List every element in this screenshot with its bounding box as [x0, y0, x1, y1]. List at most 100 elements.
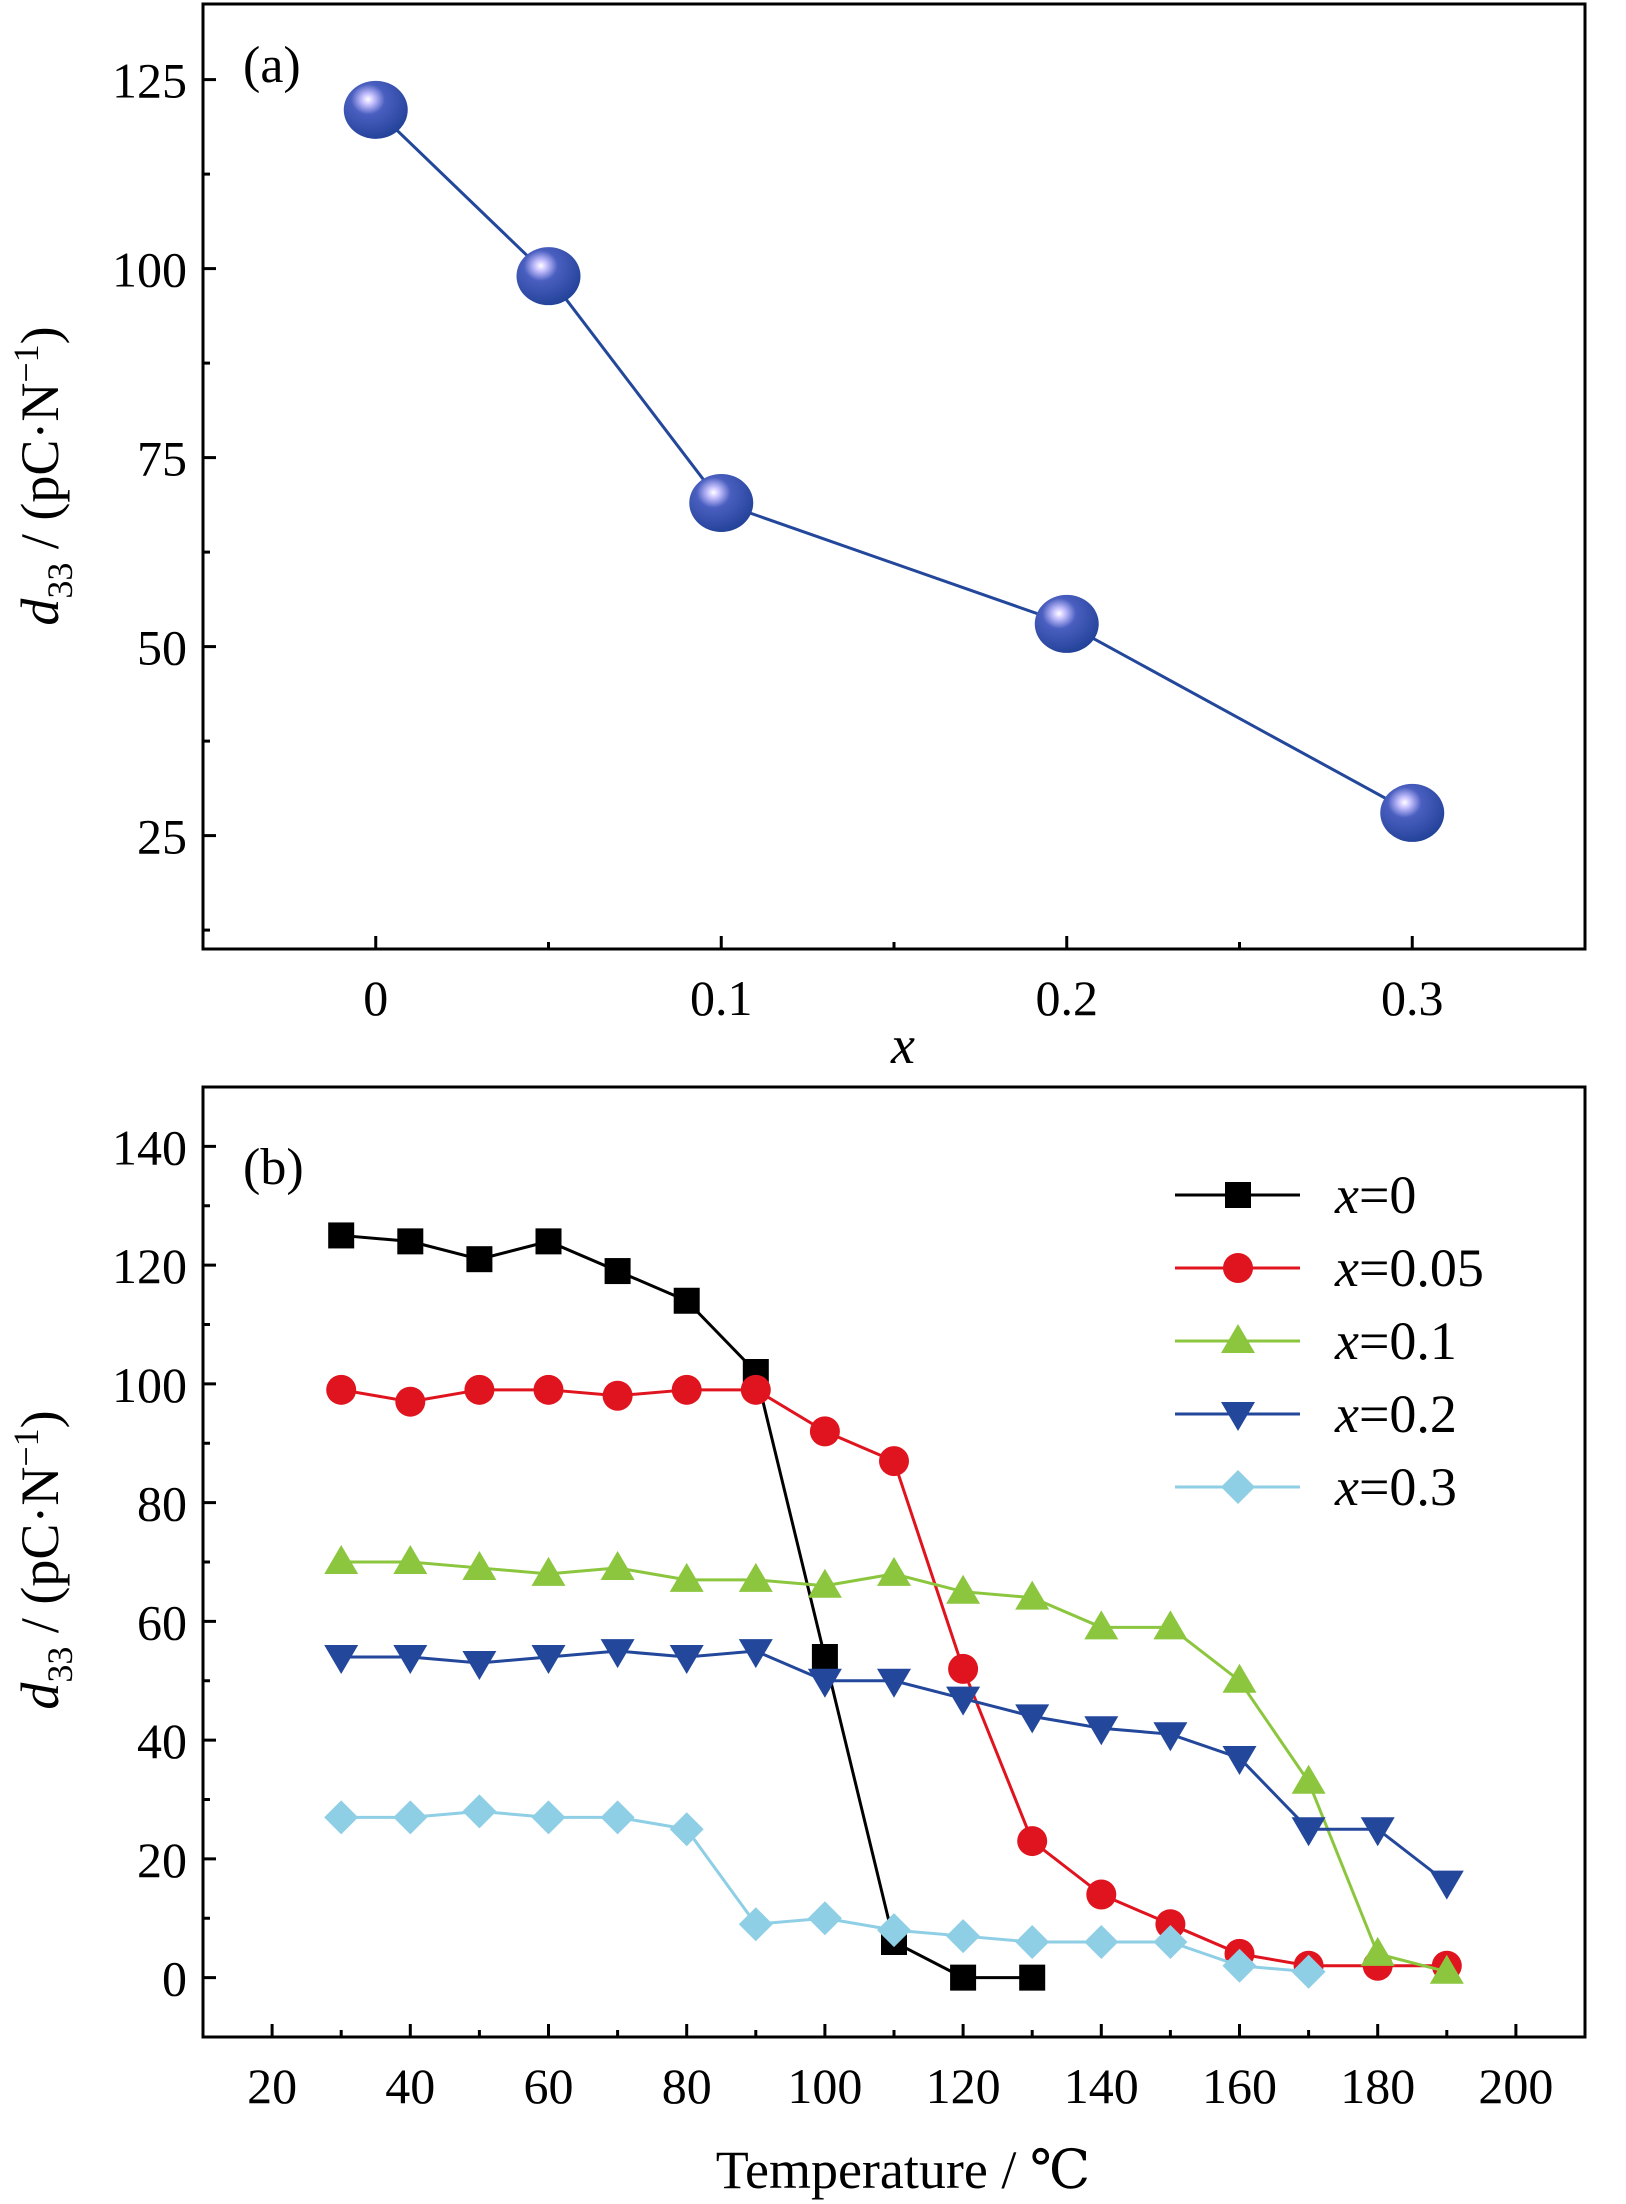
data-point [1153, 1610, 1188, 1640]
data-point [1222, 1745, 1257, 1775]
y-tick-label: 80 [137, 1476, 187, 1532]
legend-label: x=0.3 [1334, 1457, 1457, 1517]
panel-a: 25 50 75 100 125 0 0.1 0.2 0.3 (a) x d33 / (pC·… [6, 2, 1587, 1075]
data-point [946, 1919, 981, 1954]
data-point [462, 1550, 497, 1580]
y-tick-label: 125 [112, 53, 187, 109]
data-point [809, 1416, 840, 1447]
data-point [946, 1574, 981, 1604]
y-tick-label: 50 [137, 620, 187, 676]
data-point [950, 1964, 977, 1991]
data-point [397, 1228, 424, 1255]
x-tick-label: 200 [1478, 2058, 1553, 2114]
panel-a-x-ticks: 0 0.1 0.2 0.3 [363, 936, 1444, 1026]
y-tick-label: 140 [112, 1119, 187, 1175]
panel-b-label: (b) [243, 1139, 304, 1196]
legend-label: x=0 [1334, 1165, 1416, 1225]
panel-b-x-ticks: 20 40 60 80 100 120 140 160 180 200 [247, 2024, 1553, 2114]
legend-item: x=0.2 [1175, 1384, 1457, 1444]
data-point [807, 1901, 842, 1936]
data-point [879, 1446, 909, 1477]
legend-marker [1221, 1470, 1255, 1504]
data-point [535, 1228, 562, 1255]
data-point [1015, 1925, 1050, 1959]
data-point [393, 1545, 428, 1574]
legend-label: x=0.05 [1334, 1238, 1484, 1298]
data-point [807, 1668, 842, 1698]
data-point [531, 1800, 566, 1835]
data-point [395, 1386, 426, 1417]
x-tick-label: 0.2 [1036, 970, 1099, 1026]
data-point [1222, 1663, 1257, 1693]
legend-item: x=0.05 [1175, 1238, 1484, 1298]
data-point [948, 1653, 979, 1684]
data-point [811, 1644, 838, 1670]
panel-a-y-ticks: 25 50 75 100 125 [112, 53, 216, 932]
data-point [671, 1374, 702, 1405]
y-tick-label: 0 [162, 1951, 187, 2007]
panel-b: 0 20 40 60 80 100 120 140 20 40 60 80 100 120 140 160 1… [6, 1085, 1587, 2200]
data-point [1222, 1948, 1257, 1983]
panel-a-x-axis-label: x [890, 1015, 915, 1075]
y-tick-label: 100 [112, 242, 187, 298]
data-point [328, 1222, 355, 1249]
x-tick-label: 140 [1064, 2058, 1139, 2114]
data-point [1015, 1704, 1050, 1734]
data-point [462, 1650, 497, 1680]
data-point [1291, 1817, 1326, 1847]
x-tick-label: 0 [363, 970, 388, 1026]
series-line [341, 1233, 1033, 1980]
x-tick-label: 100 [787, 2058, 862, 2114]
series-3 [324, 1639, 1464, 1900]
data-point [1291, 1954, 1326, 1989]
data-point [604, 1258, 631, 1285]
x-tick-label: 0.1 [690, 970, 753, 1026]
data-point [669, 1812, 704, 1847]
y-tick-label: 60 [137, 1594, 187, 1650]
legend-item: x=0 [1175, 1165, 1416, 1225]
legend-label: x=0.1 [1334, 1311, 1457, 1371]
y-tick-label: 25 [137, 809, 187, 865]
data-point [877, 1668, 911, 1698]
data-point [689, 473, 754, 532]
panel-b-series [324, 1222, 1464, 1991]
data-point [516, 247, 581, 306]
data-point [462, 1794, 497, 1829]
data-point [533, 1374, 564, 1405]
legend-marker [1221, 1402, 1255, 1431]
data-point [1015, 1580, 1050, 1610]
data-point [877, 1556, 911, 1586]
x-tick-label: 40 [385, 2058, 435, 2114]
data-point [1380, 783, 1445, 842]
y-tick-label: 75 [137, 431, 187, 487]
data-point [600, 1550, 635, 1580]
panel-b-legend: x=0 x=0.05 x=0.1 x=0.2 x=0.3 [1175, 1165, 1484, 1517]
data-point [1084, 1925, 1119, 1959]
data-point [464, 1374, 495, 1405]
panel-a-label: (a) [243, 37, 301, 94]
legend-marker [1225, 1182, 1251, 1208]
panel-b-x-axis-label: Temperature / ℃ [716, 2140, 1090, 2200]
data-point [393, 1800, 428, 1835]
data-point [466, 1246, 493, 1273]
x-tick-label: 20 [247, 2058, 297, 2114]
y-tick-label: 40 [137, 1713, 187, 1769]
data-point [877, 1913, 911, 1948]
data-point [1291, 1764, 1326, 1794]
data-point [669, 1645, 704, 1674]
data-point [673, 1287, 700, 1314]
data-point [738, 1907, 773, 1942]
data-point [393, 1645, 428, 1674]
data-point [738, 1639, 773, 1669]
data-point [669, 1562, 704, 1592]
panel-b-y-ticks: 0 20 40 60 80 100 120 140 [112, 1119, 216, 2007]
data-point [326, 1374, 357, 1405]
data-point [600, 1800, 635, 1835]
data-point [1084, 1610, 1119, 1640]
data-point [1153, 1722, 1188, 1752]
legend-marker [1221, 1324, 1255, 1353]
data-point [600, 1639, 635, 1669]
data-point [1019, 1964, 1046, 1991]
panel-b-y-axis-label: d33 / (pC·N−1) [6, 1410, 80, 1709]
data-point [324, 1800, 359, 1835]
